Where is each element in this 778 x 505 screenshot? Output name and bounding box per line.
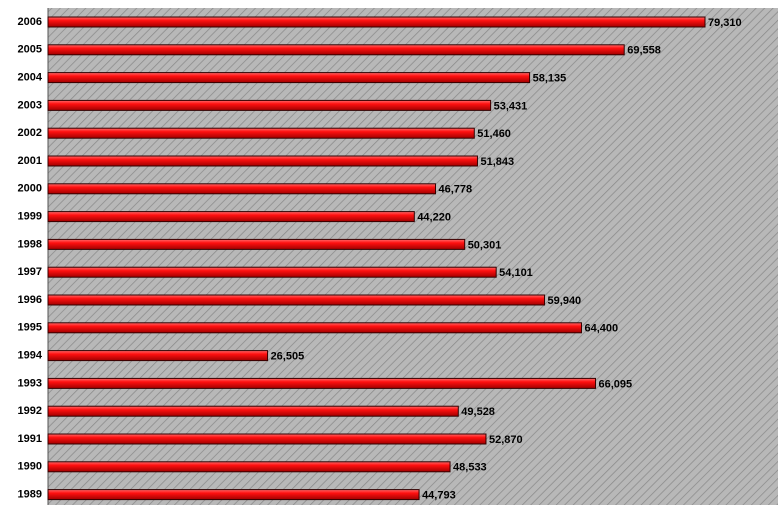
data-label: 66,095 <box>599 378 633 390</box>
y-tick-label: 1993 <box>18 377 42 389</box>
y-tick-label: 1999 <box>18 211 42 223</box>
data-label: 53,431 <box>494 100 528 112</box>
bar <box>47 433 487 445</box>
bar <box>47 44 625 56</box>
data-label: 54,101 <box>499 267 533 279</box>
bar <box>47 461 451 473</box>
bar <box>47 238 466 250</box>
bar <box>47 266 497 278</box>
y-tick-label: 1995 <box>18 322 42 334</box>
bar <box>47 99 492 111</box>
data-label: 51,843 <box>480 156 514 168</box>
data-label: 59,940 <box>548 295 582 307</box>
y-tick-label: 1990 <box>18 461 42 473</box>
y-tick-label: 2000 <box>18 183 42 195</box>
plot-area <box>48 8 778 505</box>
data-label: 26,505 <box>271 351 305 363</box>
data-label: 46,778 <box>439 184 473 196</box>
y-tick-label: 1989 <box>18 489 42 501</box>
bar <box>47 72 531 84</box>
y-tick-label: 2005 <box>18 44 42 56</box>
data-label: 44,220 <box>417 212 451 224</box>
data-label: 58,135 <box>533 73 567 85</box>
y-tick-label: 1996 <box>18 294 42 306</box>
data-label: 51,460 <box>477 128 511 140</box>
y-tick-label: 2001 <box>18 155 42 167</box>
data-label: 64,400 <box>584 323 618 335</box>
data-label: 69,558 <box>627 45 661 57</box>
data-label: 52,870 <box>489 434 523 446</box>
y-tick-label: 1992 <box>18 405 42 417</box>
y-tick-label: 1991 <box>18 433 42 445</box>
bar <box>47 350 269 362</box>
y-tick-label: 1994 <box>18 350 43 362</box>
data-label: 48,533 <box>453 462 487 474</box>
bar <box>47 16 706 28</box>
bar <box>47 405 459 417</box>
bar <box>47 294 546 306</box>
bar <box>47 377 597 389</box>
data-label: 44,793 <box>422 490 456 502</box>
y-tick-label: 1998 <box>18 238 42 250</box>
data-label: 79,310 <box>708 17 742 29</box>
bar <box>47 155 478 167</box>
bar <box>47 322 582 334</box>
y-tick-label: 1997 <box>18 266 42 278</box>
data-label: 49,528 <box>461 406 495 418</box>
y-tick-label: 2002 <box>18 127 42 139</box>
bar <box>47 127 475 139</box>
bar <box>47 211 415 223</box>
y-tick-label: 2004 <box>18 72 43 84</box>
data-label: 50,301 <box>468 239 502 251</box>
y-tick-label: 2006 <box>18 16 42 28</box>
bar <box>47 183 437 195</box>
y-tick-label: 2003 <box>18 99 42 111</box>
bar <box>47 489 420 501</box>
